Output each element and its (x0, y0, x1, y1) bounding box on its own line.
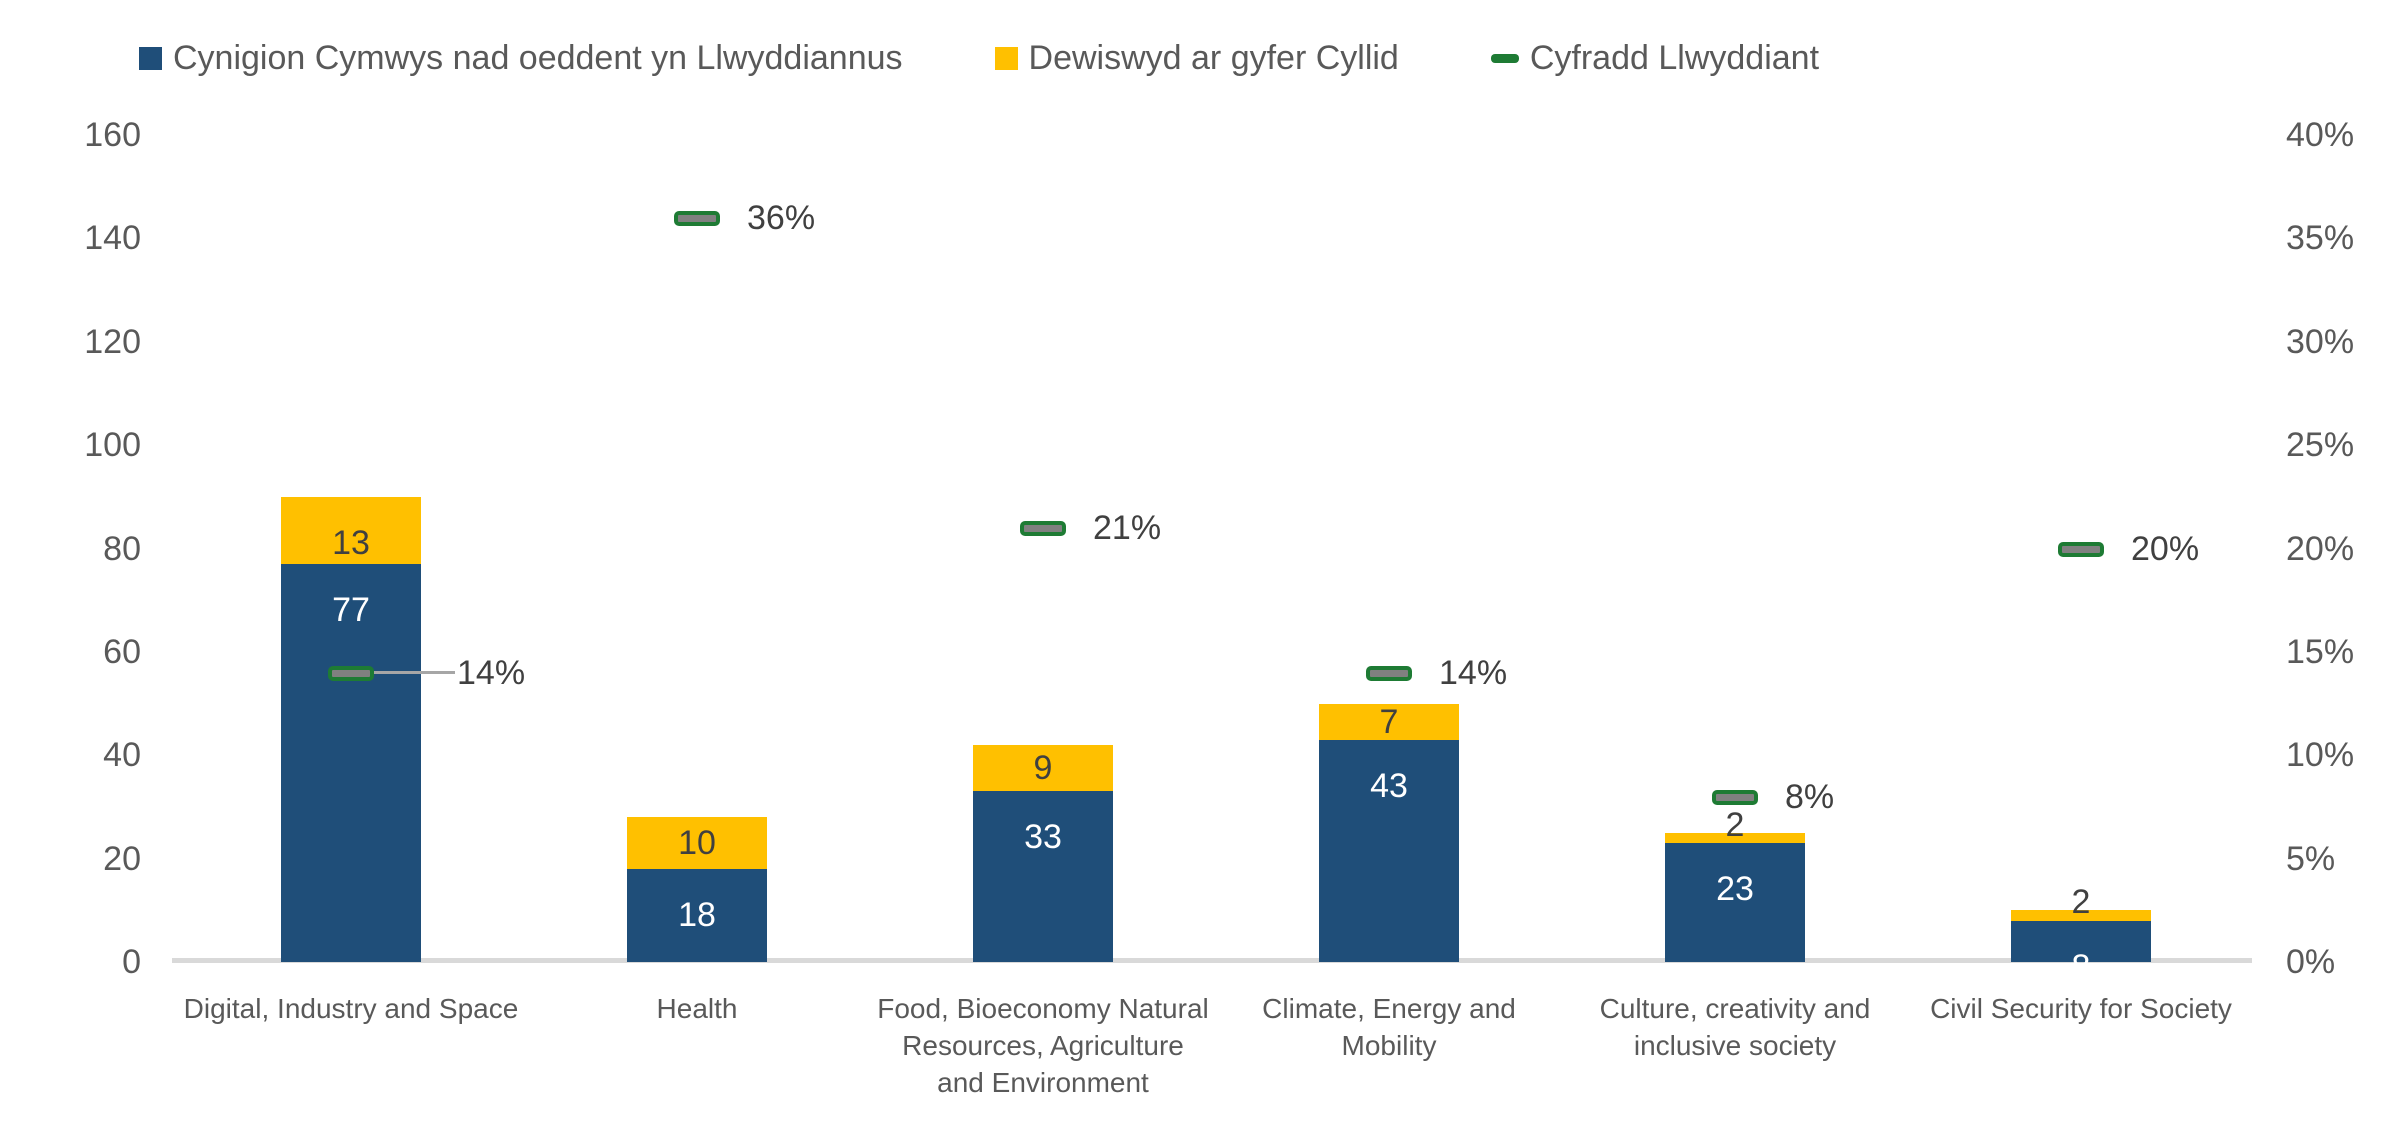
axis-tick-right: 25% (2286, 426, 2355, 465)
legend-label-selected-for-funding: Dewiswyd ar gyfer Cyllid (1028, 38, 1399, 77)
success-rate-label: 8% (1785, 777, 1835, 816)
bar-segment-unsuccessful (627, 868, 767, 962)
bar-value-label-unsuccessful: 77 (332, 591, 370, 629)
bar-segment-selected (281, 496, 421, 564)
axis-tick-right: 5% (2286, 839, 2336, 878)
success-rate-marker-icon (2058, 541, 2104, 557)
category-label-line: Digital, Industry and Space (183, 993, 519, 1024)
category-label-line: inclusive society (1633, 1030, 1837, 1061)
bar-value-label-selected: 13 (332, 523, 370, 562)
axis-tick-right: 30% (2286, 322, 2355, 361)
axis-tick-left: 40 (103, 736, 141, 775)
category-label-line: Mobility (1341, 1030, 1437, 1061)
axis-tick-left: 140 (84, 219, 141, 258)
bar-value-label-unsuccessful: 8 (2071, 947, 2091, 986)
bar-value-label-unsuccessful: 23 (1716, 870, 1754, 909)
bar-value-label-unsuccessful: 18 (678, 895, 716, 934)
category-label-line: Health (656, 993, 738, 1024)
bar-value-label-selected: 9 (1033, 749, 1053, 788)
bar-segment-unsuccessful (973, 791, 1113, 962)
bar-segment-unsuccessful (281, 564, 421, 962)
axis-tick-right: 0% (2286, 943, 2336, 981)
legend-item-selected-for-funding: Dewiswyd ar gyfer Cyllid (994, 38, 1399, 78)
bar-value-label-unsuccessful: 43 (1370, 766, 1408, 805)
axis-tick-right: 40% (2286, 116, 2355, 154)
bar-value-label-selected: 2 (1725, 805, 1745, 844)
legend-label-unsuccessful: Cynigion Cymwys nad oeddent yn Llwyddian… (173, 38, 903, 77)
category-label: Civil Security for Society (1871, 990, 2291, 1027)
axis-tick-left: 80 (103, 529, 141, 568)
category-label: Food, Bioeconomy Natural Resources, Agric… (833, 990, 1253, 1101)
category-label-line: Food, Bioeconomy Natural (877, 993, 1209, 1024)
bar-segment-selected (1319, 703, 1459, 740)
axis-tick-left: 60 (103, 632, 141, 671)
success-rate-label: 20% (2131, 529, 2200, 568)
bar-value-label-selected: 2 (2071, 883, 2091, 922)
bar-segment-unsuccessful (2011, 920, 2151, 962)
axis-tick-left: 120 (84, 322, 141, 361)
success-rate-marker-icon (1366, 665, 1412, 681)
axis-tick-left: 100 (84, 426, 141, 465)
bar-segment-selected (627, 817, 767, 869)
legend-label-success-rate: Cyfradd Llwyddiant (1529, 38, 1820, 77)
bar-value-label-unsuccessful: 33 (1024, 818, 1062, 857)
success-rate-label: 14% (457, 653, 526, 692)
category-label-line: Climate, Energy and (1262, 993, 1516, 1024)
bar-segment-selected (2011, 910, 2151, 921)
legend-item-success-rate: Cyfradd Llwyddiant (1490, 38, 1820, 78)
legend: Cynigion Cymwys nad oeddent yn Llwyddian… (139, 34, 1819, 82)
bar-segment-unsuccessful (1319, 739, 1459, 962)
axis-tick-right: 20% (2286, 529, 2355, 568)
axis-tick-right: 10% (2286, 736, 2355, 775)
marker-leader-line (371, 670, 455, 674)
axis-tick-left: 20 (103, 839, 141, 878)
success-rate-marker-icon (328, 665, 374, 681)
category-label-line: Resources, Agriculture (902, 1030, 1184, 1061)
success-rate-marker-icon (674, 210, 720, 226)
axis-tick-left: 160 (84, 116, 141, 154)
category-label: Climate, Energy and Mobility (1179, 990, 1599, 1064)
success-rate-marker-icon (1020, 520, 1066, 536)
bar-segment-selected (973, 744, 1113, 792)
category-label: Culture, creativity and inclusive society (1525, 990, 1945, 1064)
category-label: Digital, Industry and Space (141, 990, 561, 1027)
axis-tick-right: 35% (2286, 219, 2355, 258)
success-rate-marker-icon (1712, 789, 1758, 805)
bar-segment-selected (1665, 832, 1805, 844)
category-label-line: and Environment (937, 1067, 1149, 1098)
legend-swatch-yellow-icon (994, 46, 1018, 70)
success-rate-label: 21% (1093, 508, 1162, 547)
bar-value-label-selected: 10 (678, 824, 716, 863)
legend-swatch-blue-icon (139, 46, 162, 70)
category-label-line: Culture, creativity and (1599, 993, 1871, 1024)
category-label: Health (487, 990, 907, 1027)
axis-tick-right: 15% (2286, 632, 2355, 671)
category-label-line: Civil Security for Society (1930, 993, 2232, 1024)
bar-value-label-selected: 7 (1379, 702, 1399, 741)
legend-item-unsuccessful: Cynigion Cymwys nad oeddent yn Llwyddian… (139, 39, 903, 78)
axis-tick-left: 0 (122, 943, 141, 981)
success-rate-label: 36% (747, 198, 816, 237)
x-axis-line (172, 958, 2252, 963)
legend-dash-green-icon (1490, 53, 1519, 63)
bar-segment-unsuccessful (1665, 843, 1805, 962)
success-rate-label: 14% (1439, 653, 1508, 692)
